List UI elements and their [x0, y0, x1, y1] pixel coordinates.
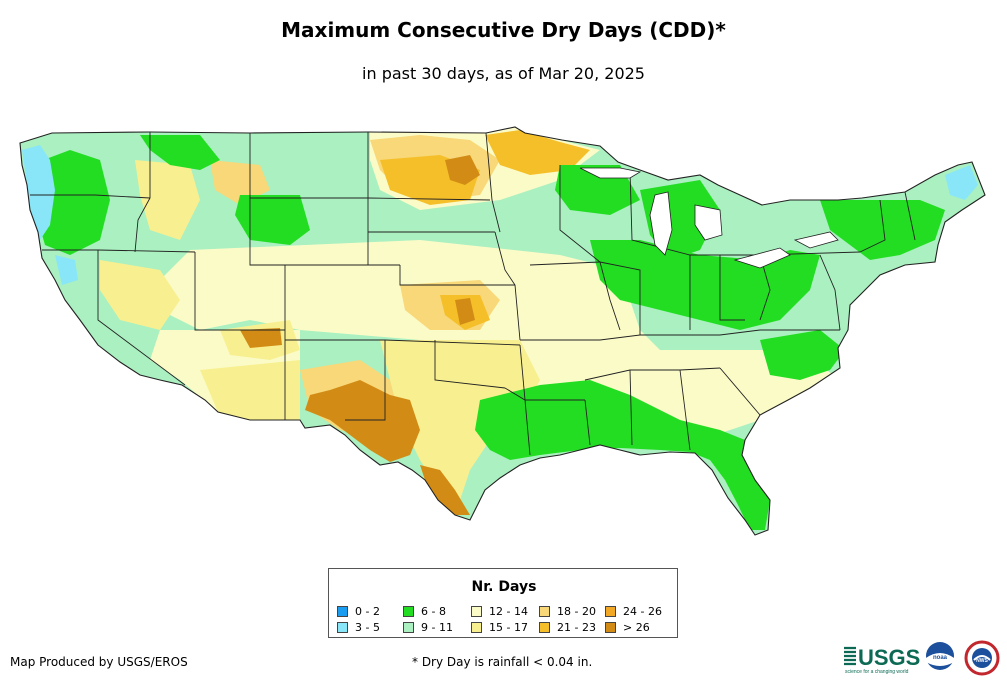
region-gt-26: [445, 155, 480, 185]
legend-swatch: [539, 605, 550, 617]
nws-wordmark: NWS: [976, 658, 988, 664]
legend-item: > 26: [605, 619, 671, 635]
legend-label: 6 - 8: [421, 604, 446, 618]
region-6-8: [760, 330, 845, 380]
legend-label: 15 - 17: [489, 620, 528, 634]
dry-day-footnote: * Dry Day is rainfall < 0.04 in.: [412, 655, 593, 669]
legend-label: 24 - 26: [623, 604, 662, 618]
region-12-14: [520, 260, 620, 330]
legend-swatch: [403, 621, 414, 633]
noaa-wordmark: noaa: [933, 655, 948, 661]
legend-item: 24 - 26: [605, 603, 671, 619]
map-title: Maximum Consecutive Dry Days (CDD)*: [281, 18, 726, 42]
legend-item: 12 - 14: [471, 603, 539, 619]
region-15-17: [380, 340, 540, 500]
region-gt-26: [455, 298, 475, 325]
map-credit: Map Produced by USGS/EROS: [10, 655, 188, 669]
region-gt-26: [305, 380, 420, 462]
legend-item: 21 - 23: [539, 619, 605, 635]
region-gt-26: [420, 465, 470, 515]
usgs-tagline: science for a changing world: [845, 669, 909, 675]
legend-label: 9 - 11: [421, 620, 453, 634]
legend-label: 0 - 2: [355, 604, 380, 618]
region-gt-26: [240, 328, 282, 348]
region-3-5: [22, 145, 55, 240]
legend-grid: 0 - 2 3 - 5 6 - 8 9 - 11 12 - 14 15 - 17…: [337, 603, 671, 635]
legend-swatch: [337, 605, 348, 617]
region-18-20: [210, 160, 270, 205]
legend-swatch: [471, 605, 482, 617]
cdd-fill-regions: [22, 127, 978, 530]
legend-swatch: [605, 621, 616, 633]
great-lakes: [579, 167, 839, 269]
legend-item: 6 - 8: [403, 603, 471, 619]
legend-item: 0 - 2: [337, 603, 403, 619]
region-3-5: [945, 165, 978, 200]
legend-item: 3 - 5: [337, 619, 403, 635]
legend-label: 18 - 20: [557, 604, 596, 618]
region-6-8: [820, 200, 945, 260]
legend-swatch: [403, 605, 414, 617]
region-6-8: [475, 380, 770, 530]
legend-item: 15 - 17: [471, 619, 539, 635]
legend-swatch: [471, 621, 482, 633]
usgs-wordmark: USGS: [858, 645, 920, 670]
legend-label: 3 - 5: [355, 620, 380, 634]
legend-swatch: [605, 605, 616, 617]
agency-logos: USGS science for a changing world noaa N…: [844, 640, 1000, 676]
region-6-8: [235, 195, 310, 245]
legend-title: Nr. Days: [471, 579, 537, 595]
legend-swatch: [539, 621, 550, 633]
legend-swatch: [337, 621, 348, 633]
region-15-17: [100, 260, 180, 330]
usgs-logo: USGS science for a changing world: [844, 645, 920, 675]
region-6-8: [140, 135, 220, 170]
nws-logo: NWS: [964, 640, 1000, 676]
legend-item: 18 - 20: [539, 603, 605, 619]
noaa-logo: noaa: [926, 642, 954, 670]
legend-item: 9 - 11: [403, 619, 471, 635]
region-15-17: [200, 360, 300, 420]
legend-label: > 26: [623, 620, 650, 634]
region-21-23: [485, 130, 590, 175]
legend-label: 12 - 14: [489, 604, 528, 618]
state-boundaries: [19, 126, 986, 536]
legend: Nr. Days 0 - 2 3 - 5 6 - 8 9 - 11 12 - 1…: [328, 568, 678, 638]
cdd-map: [19, 126, 986, 536]
legend-label: 21 - 23: [557, 620, 596, 634]
map-subtitle: in past 30 days, as of Mar 20, 2025: [362, 64, 645, 83]
region-15-17: [135, 160, 200, 240]
region-3-5: [55, 255, 78, 285]
